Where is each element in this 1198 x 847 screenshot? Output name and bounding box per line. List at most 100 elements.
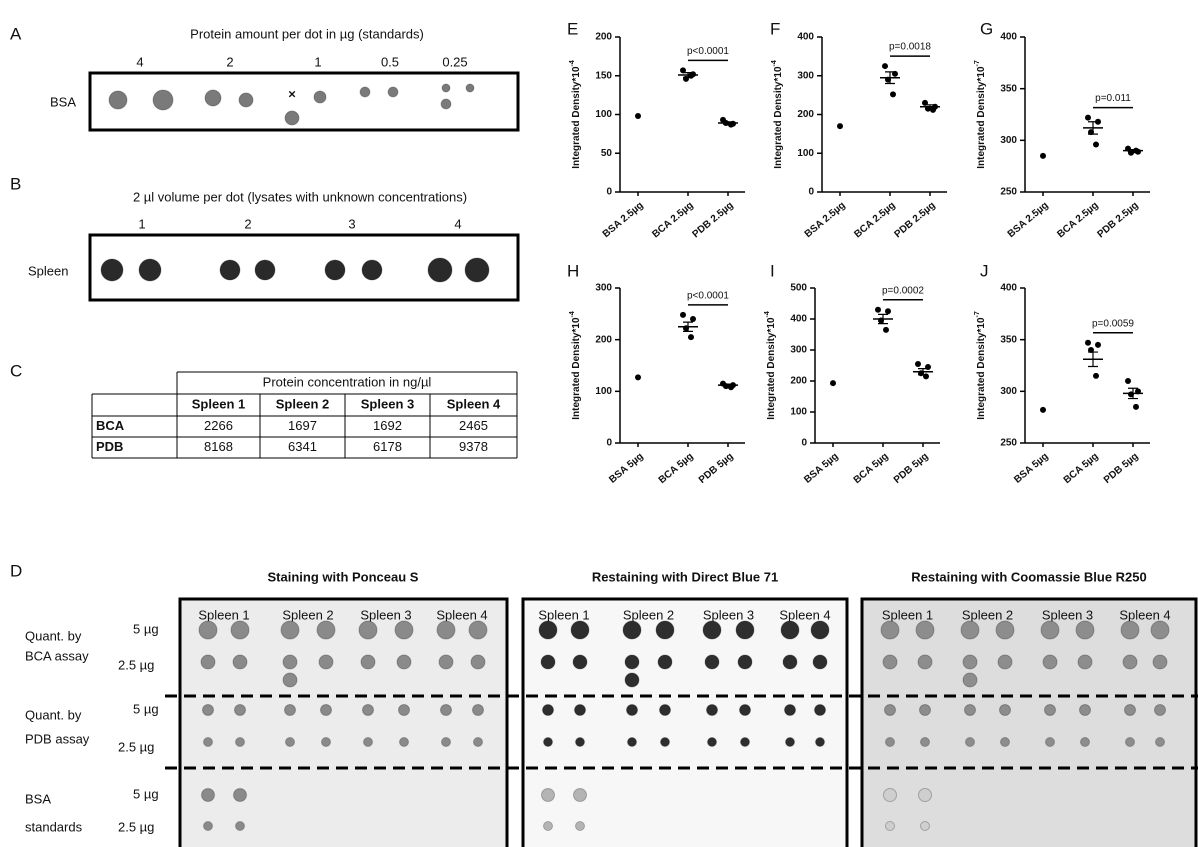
y-tick-label: 0 <box>606 438 612 449</box>
blot-dot <box>576 822 585 831</box>
y-tick-label: 0 <box>606 187 612 198</box>
amount-label: 4 <box>136 54 143 69</box>
blot-dot <box>1126 738 1135 747</box>
blot-dot <box>1156 738 1165 747</box>
blot-dot <box>542 789 555 802</box>
blot-dot <box>660 705 671 716</box>
column-label: Spleen 1 <box>538 607 589 622</box>
blot-dot <box>441 705 452 716</box>
data-point <box>885 308 891 314</box>
table-cell: 8168 <box>204 439 233 454</box>
data-point <box>890 91 896 97</box>
blot-ponceau <box>180 599 507 847</box>
blot-dot <box>235 705 246 716</box>
blot-dot <box>816 738 825 747</box>
blot-dot <box>363 705 374 716</box>
y-tick-label: 400 <box>1000 32 1017 43</box>
blot-dot <box>395 621 413 639</box>
panel-label: G <box>980 19 993 38</box>
amount-label: 5 µg <box>133 701 159 716</box>
table-header: Spleen 2 <box>276 396 329 411</box>
blot-dot <box>442 738 451 747</box>
y-axis-label-text: Integrated Density*10 <box>766 317 777 420</box>
blot-dot <box>884 789 897 802</box>
blot-dot <box>322 738 331 747</box>
y-tick-label: 200 <box>595 334 612 345</box>
data-point <box>915 361 921 367</box>
blot-dot <box>285 705 296 716</box>
y-axis-label-text: Integrated Density*10 <box>571 66 582 169</box>
blot-dot <box>1151 621 1169 639</box>
blot-dot <box>785 705 796 716</box>
blot-dot <box>574 789 587 802</box>
blot-dot <box>741 738 750 747</box>
blot-title: Restaining with Direct Blue 71 <box>592 569 778 584</box>
blot-dot <box>283 673 297 687</box>
lysate-label: 1 <box>138 216 145 231</box>
y-tick-label: 50 <box>601 148 613 159</box>
table-cell: 1692 <box>373 418 402 433</box>
blot-dot <box>544 822 553 831</box>
blot-dot <box>286 738 295 747</box>
column-label: Spleen 2 <box>962 607 1013 622</box>
blot-dot <box>708 738 717 747</box>
blot-dot <box>428 258 452 282</box>
blot-dot <box>473 705 484 716</box>
amount-label: 1 <box>314 54 321 69</box>
blot-dot <box>1155 705 1166 716</box>
blot-dot <box>201 655 215 669</box>
blot-dot <box>439 655 453 669</box>
blot-dot <box>625 655 639 669</box>
blot-dot <box>885 705 896 716</box>
data-point <box>883 327 889 333</box>
blot-dot <box>961 621 979 639</box>
blot-dot <box>317 621 335 639</box>
data-point <box>690 316 696 322</box>
amount-label: 2.5 µg <box>118 819 154 834</box>
y-tick-label: 100 <box>790 407 807 418</box>
y-tick-label: 300 <box>595 283 612 294</box>
blot-dot <box>360 87 370 97</box>
table-cell: 6178 <box>373 439 402 454</box>
data-point <box>635 113 641 119</box>
blot-dot <box>1123 655 1137 669</box>
data-point <box>688 334 694 340</box>
blot-dot <box>442 84 450 92</box>
blot-dot <box>966 738 975 747</box>
blot-dot <box>1121 621 1139 639</box>
column-label: Spleen 2 <box>623 607 674 622</box>
blot-dot <box>539 621 557 639</box>
y-axis-label: Integrated Density*10-4 <box>569 60 582 169</box>
blot-dot <box>881 621 899 639</box>
blot-dot <box>1125 705 1136 716</box>
y-tick-label: 100 <box>595 386 612 397</box>
table-cell: 1697 <box>288 418 317 433</box>
blot-dot <box>397 655 411 669</box>
blot-dot <box>364 738 373 747</box>
lysate-label: 2 <box>244 216 251 231</box>
blot-dot <box>205 90 221 106</box>
panel-label: J <box>980 261 989 280</box>
panel-label: F <box>770 19 780 38</box>
blot-dot <box>153 90 173 110</box>
y-axis-label: Integrated Density*10-7 <box>974 60 987 169</box>
y-axis-label-text: Integrated Density*10 <box>773 66 784 169</box>
blot-dot <box>465 258 489 282</box>
blot-dot <box>1078 655 1092 669</box>
group-label: Quant. by <box>25 707 82 722</box>
data-point <box>875 307 881 313</box>
blot-dot <box>783 655 797 669</box>
blot-dot <box>362 260 382 280</box>
y-axis-label-exponent: -7 <box>974 60 981 66</box>
blot-dot <box>998 655 1012 669</box>
p-value: p=0.011 <box>1095 93 1131 104</box>
y-tick-label: 200 <box>790 376 807 387</box>
blot-dot <box>1001 738 1010 747</box>
blot-dot <box>314 91 326 103</box>
blot-dot <box>361 655 375 669</box>
lysate-label: 4 <box>454 216 461 231</box>
y-axis-label-exponent: -4 <box>764 311 771 317</box>
blot-dot <box>625 673 639 687</box>
amount-label: 0.5 <box>381 54 399 69</box>
blot-dot <box>918 655 932 669</box>
